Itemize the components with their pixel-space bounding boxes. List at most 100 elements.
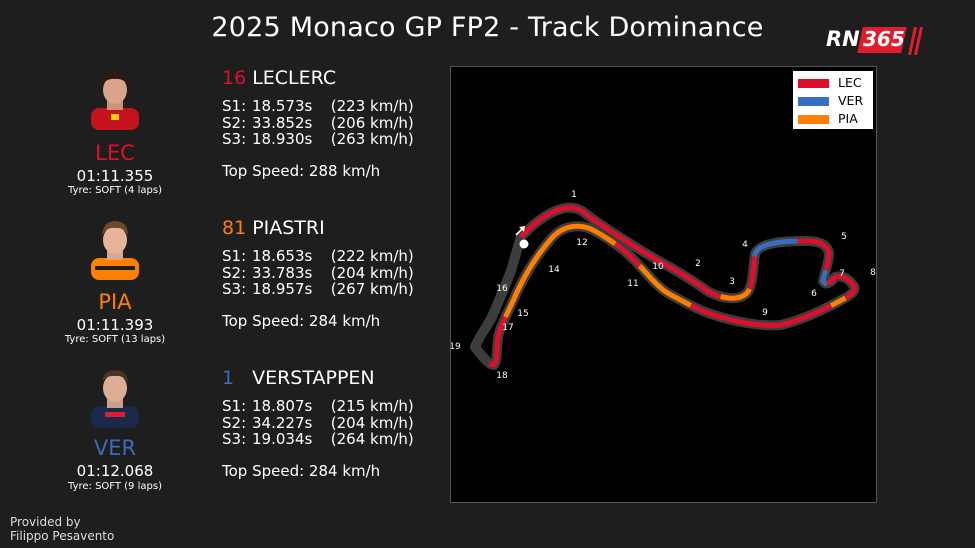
driver-portrait-icon: [91, 221, 139, 280]
sector-time: 18.573s: [252, 97, 313, 115]
track-segment-ver: [820, 269, 829, 286]
corner-label: 16: [496, 284, 508, 294]
driver-lap-time: 01:11.355: [76, 167, 154, 185]
corner-label: 6: [811, 289, 817, 299]
track-segment-lec: [826, 274, 858, 301]
corner-label: 1: [571, 190, 577, 200]
driver-number: 16: [222, 67, 247, 89]
page-title: 2025 Monaco GP FP2 - Track Dominance: [211, 12, 764, 43]
driver-name: VERSTAPPEN: [252, 367, 375, 389]
chart-legend: LEC VER PIA: [793, 71, 873, 129]
direction-arrow-icon: [515, 226, 525, 236]
sector-speed: (264 km/h): [330, 430, 414, 448]
logo-number: 365: [863, 27, 905, 51]
corner-label: 11: [627, 279, 638, 289]
track-segment-lec: [797, 238, 832, 271]
driver-heading: 81 PIASTRI: [222, 217, 452, 239]
sector-2: S2: 33.783s (204 km/h): [222, 263, 452, 282]
driver-code: LEC: [95, 141, 135, 165]
driver-tyre: Tyre: SOFT (13 laps): [64, 334, 166, 345]
corner-label: 9: [762, 308, 768, 318]
sector-speed: (204 km/h): [330, 263, 414, 282]
sector-speed: (267 km/h): [330, 280, 414, 298]
track-segment-lec: [747, 256, 758, 290]
credit-author: Filippo Pesavento: [10, 529, 115, 543]
corner-label: 5: [841, 232, 847, 242]
corner-label: 4: [742, 240, 748, 250]
sector-1: S1: 18.653s (222 km/h): [222, 248, 452, 265]
stats-block-lec: 16 LECLERC S1: 18.573s (223 km/h) S2: 33.85…: [222, 67, 452, 180]
rn365-logo: RN 365: [822, 26, 926, 56]
sector-label: S2:: [222, 413, 247, 432]
driver-tyre: Tyre: SOFT (4 laps): [68, 185, 162, 196]
driver-name: PIASTRI: [252, 217, 325, 239]
track-segment-pia: [503, 223, 617, 319]
credit: Provided by Filippo Pesavento: [10, 515, 114, 543]
sector-label: S2:: [222, 113, 247, 132]
sector-speed: (223 km/h): [330, 97, 414, 115]
driver-heading: 16 LECLERC: [222, 67, 452, 89]
sector-3: S3: 18.957s (267 km/h): [222, 281, 452, 298]
corner-label: 3: [729, 277, 735, 287]
track-segment-lec: [689, 303, 833, 328]
sector-speed: (263 km/h): [330, 130, 414, 148]
sector-time: 19.034s: [252, 430, 313, 448]
driver-lap-time: 01:12.068: [76, 462, 154, 480]
top-speed: Top Speed: 284 km/h: [222, 461, 381, 480]
driver-portrait-icon: [91, 72, 139, 130]
legend-label: LEC: [838, 75, 862, 90]
driver-tyre: Tyre: SOFT (9 laps): [68, 481, 162, 492]
corner-label: 2: [695, 259, 701, 269]
corner-label: 10: [652, 262, 664, 272]
corner-label: 12: [576, 238, 587, 248]
sector-time: 18.807s: [252, 397, 313, 415]
sector-time: 18.957s: [252, 280, 313, 298]
sector-time: 33.783s: [252, 263, 313, 282]
corner-label: 7: [839, 269, 845, 279]
sector-speed: (215 km/h): [330, 397, 414, 415]
sector-3: S3: 19.034s (264 km/h): [222, 431, 452, 448]
sector-label: S1:: [222, 97, 247, 115]
sector-label: S1:: [222, 397, 247, 415]
sector-1: S1: 18.807s (215 km/h): [222, 398, 452, 415]
driver-code: PIA: [98, 290, 132, 314]
stats-block-ver: 1 VERSTAPPEN S1: 18.807s (215 km/h) S2: 34.…: [222, 367, 452, 480]
driver-name: LECLERC: [252, 67, 337, 89]
sector-3: S3: 18.930s (263 km/h): [222, 131, 452, 148]
driver-lap-time: 01:11.393: [76, 316, 154, 334]
track-segment-ver: [752, 238, 798, 258]
driver-number: 81: [222, 217, 247, 239]
corner-label: 15: [517, 309, 528, 319]
sector-2: S2: 34.227s (204 km/h): [222, 413, 452, 432]
sector-speed: (206 km/h): [330, 113, 414, 132]
legend-label: VER: [838, 93, 864, 108]
track-segment-lec: [519, 205, 722, 299]
corner-label: 14: [548, 265, 560, 275]
sector-time: 18.653s: [252, 247, 313, 265]
top-speed: Top Speed: 284 km/h: [222, 311, 381, 330]
sector-time: 33.852s: [252, 113, 313, 132]
legend-swatch: [798, 97, 829, 106]
track-outline: [470, 202, 860, 370]
sector-label: S1:: [222, 247, 247, 265]
sector-time: 18.930s: [252, 130, 313, 148]
driver-code: VER: [93, 436, 137, 460]
track-segment-pia: [637, 263, 692, 308]
corner-label: 8: [870, 268, 876, 278]
sector-1: S1: 18.573s (223 km/h): [222, 98, 452, 115]
top-speed: Top Speed: 288 km/h: [222, 161, 381, 180]
start-marker: [519, 239, 529, 249]
logo-stripes-icon: [908, 27, 923, 55]
driver-heading: 1 VERSTAPPEN: [222, 367, 452, 389]
driver-portrait-icon: [91, 370, 139, 428]
sector-speed: (204 km/h): [330, 413, 414, 432]
driver-number: 1: [222, 367, 235, 389]
track-segment-pia: [829, 295, 847, 308]
legend-label: PIA: [838, 111, 858, 126]
sector-label: S3:: [222, 280, 247, 298]
sector-label: S2:: [222, 263, 247, 282]
sector-label: S3:: [222, 430, 247, 448]
corner-label: 19: [451, 342, 461, 352]
sector-time: 34.227s: [252, 413, 313, 432]
